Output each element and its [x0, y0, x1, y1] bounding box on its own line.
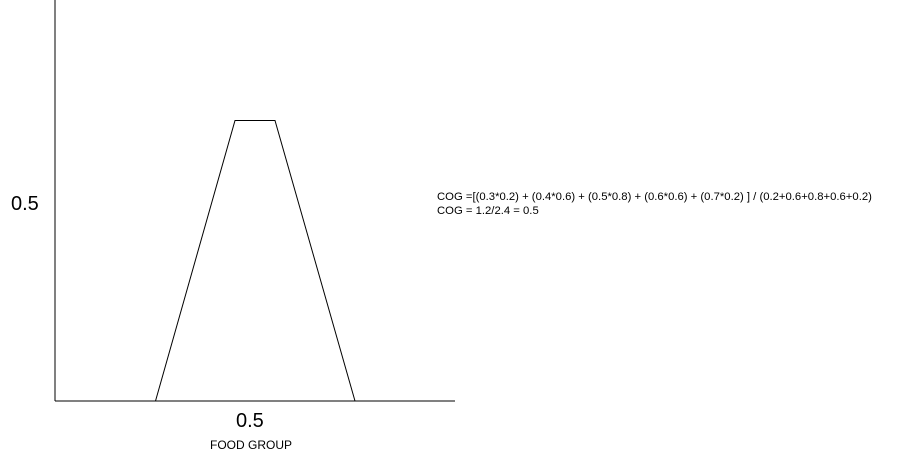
- cog-formula: COG =[(0.3*0.2) + (0.4*0.6) + (0.5*0.8) …: [437, 190, 872, 218]
- x-axis-tick-label: 0.5: [236, 410, 264, 432]
- cog-formula-line-2: COG = 1.2/2.4 = 0.5: [437, 205, 539, 217]
- x-axis-title: FOOD GROUP: [210, 438, 293, 452]
- trapezoid-membership-curve: [155, 120, 356, 402]
- y-axis-tick-label: 0.5: [11, 193, 39, 215]
- cog-formula-line-1: COG =[(0.3*0.2) + (0.4*0.6) + (0.5*0.8) …: [437, 191, 872, 203]
